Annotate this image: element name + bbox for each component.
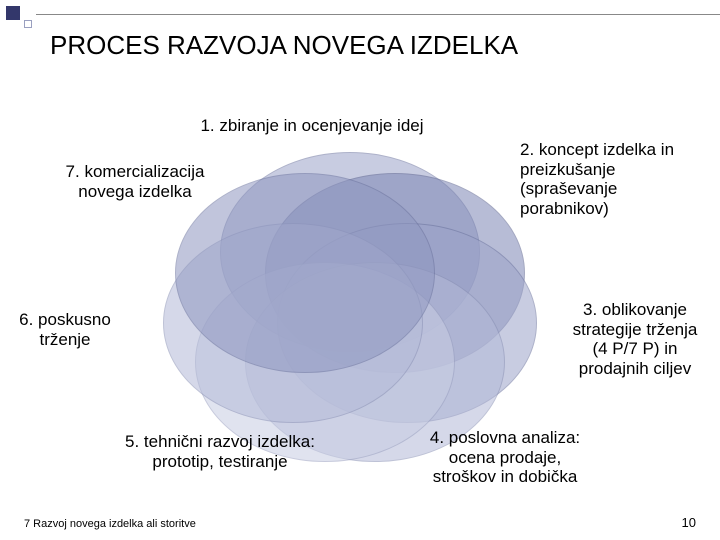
slide: PROCES RAZVOJA NOVEGA IZDELKA 1. zbiranj… xyxy=(0,0,720,540)
step-label: 7. komercializacijanovega izdelka xyxy=(40,162,230,201)
venn-circle xyxy=(175,173,435,373)
footer-right-pagenum: 10 xyxy=(682,515,696,530)
deco-square-light xyxy=(24,20,32,28)
step-label: 5. tehnični razvoj izdelka:prototip, tes… xyxy=(95,432,345,471)
step-label: 4. poslovna analiza:ocena prodaje,strošk… xyxy=(400,428,610,487)
footer-left: 7 Razvoj novega izdelka ali storitve xyxy=(24,518,196,530)
step-label: 6. poskusnotrženje xyxy=(0,310,130,349)
step-label: 3. oblikovanjestrategije trženja(4 P/7 P… xyxy=(545,300,720,378)
deco-line xyxy=(36,14,720,15)
step-label: 2. koncept izdelka inpreizkušanje(spraše… xyxy=(520,140,720,218)
deco-square-dark xyxy=(6,6,20,20)
step-label: 1. zbiranje in ocenjevanje idej xyxy=(172,116,452,136)
page-title: PROCES RAZVOJA NOVEGA IZDELKA xyxy=(50,30,518,61)
